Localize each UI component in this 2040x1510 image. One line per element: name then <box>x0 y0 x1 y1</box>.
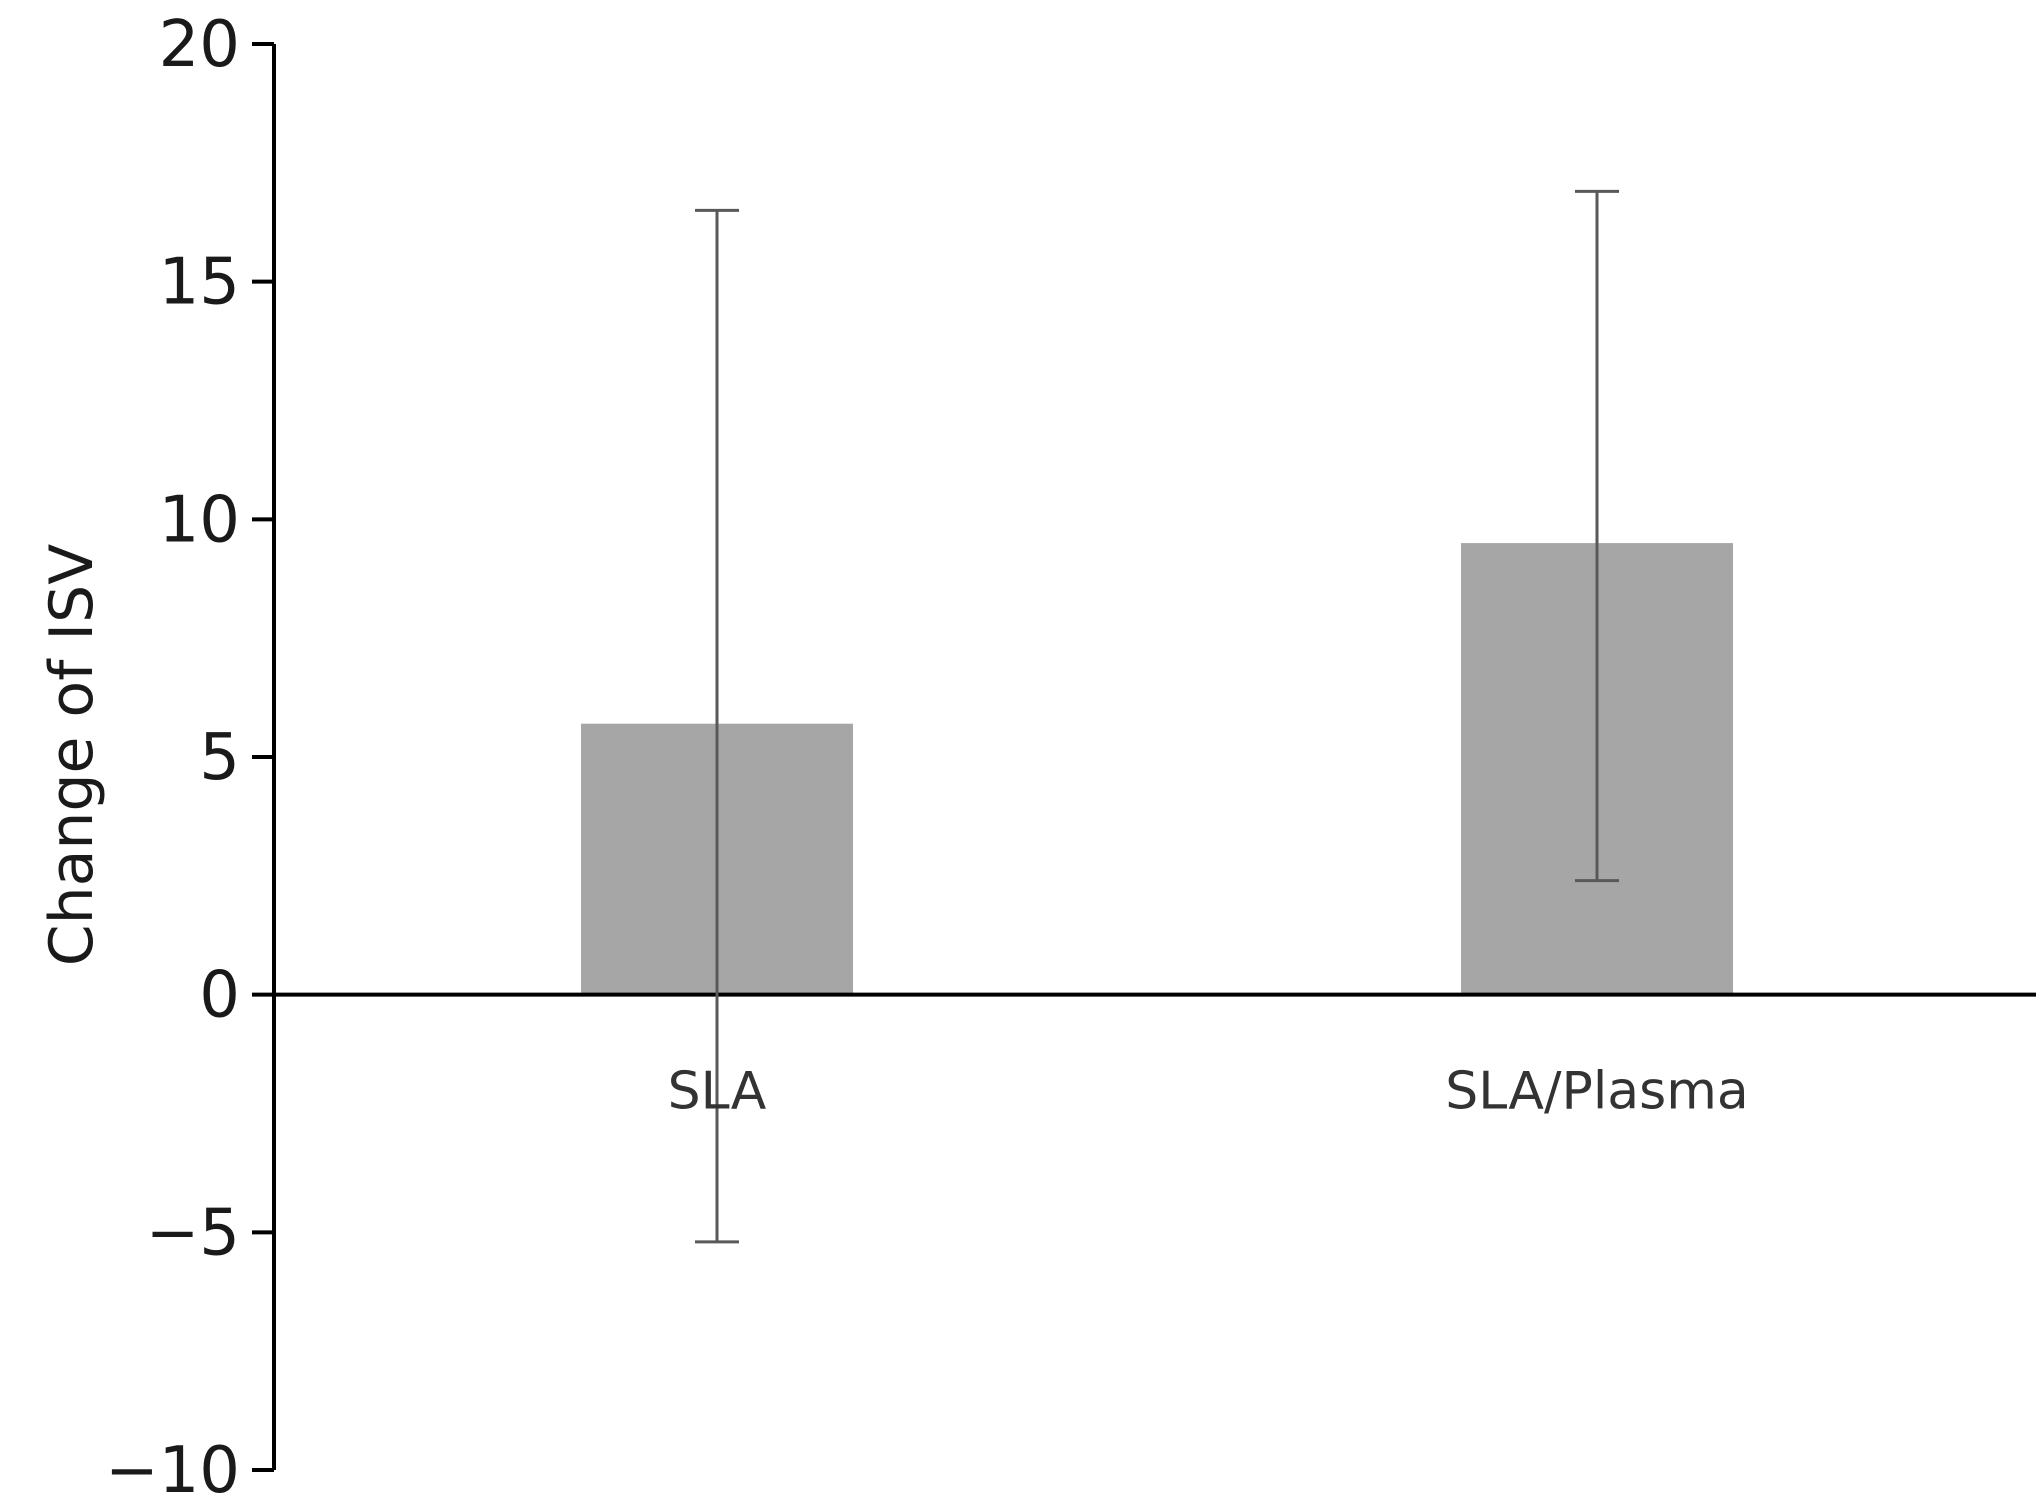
error-bars-layer <box>695 189 1619 1244</box>
labels-layer: 20 15 10 5 0 −5 −10 SLA SLA/Plasma <box>105 8 1749 1508</box>
y-tick-label: −5 <box>146 1196 240 1270</box>
y-tick-label: 5 <box>199 721 240 795</box>
y-tick-label: 15 <box>159 246 240 320</box>
y-axis-title: Change of ISV <box>37 544 107 967</box>
category-label-sla: SLA <box>668 1062 767 1122</box>
category-label-sla-plasma: SLA/Plasma <box>1445 1062 1749 1122</box>
bars-layer <box>581 543 1733 995</box>
axes-layer <box>252 42 2036 1472</box>
y-tick-label: 20 <box>159 8 240 82</box>
y-tick-label: 0 <box>199 959 240 1033</box>
y-tick-label: 10 <box>159 483 240 557</box>
y-tick-label: −10 <box>105 1434 240 1508</box>
